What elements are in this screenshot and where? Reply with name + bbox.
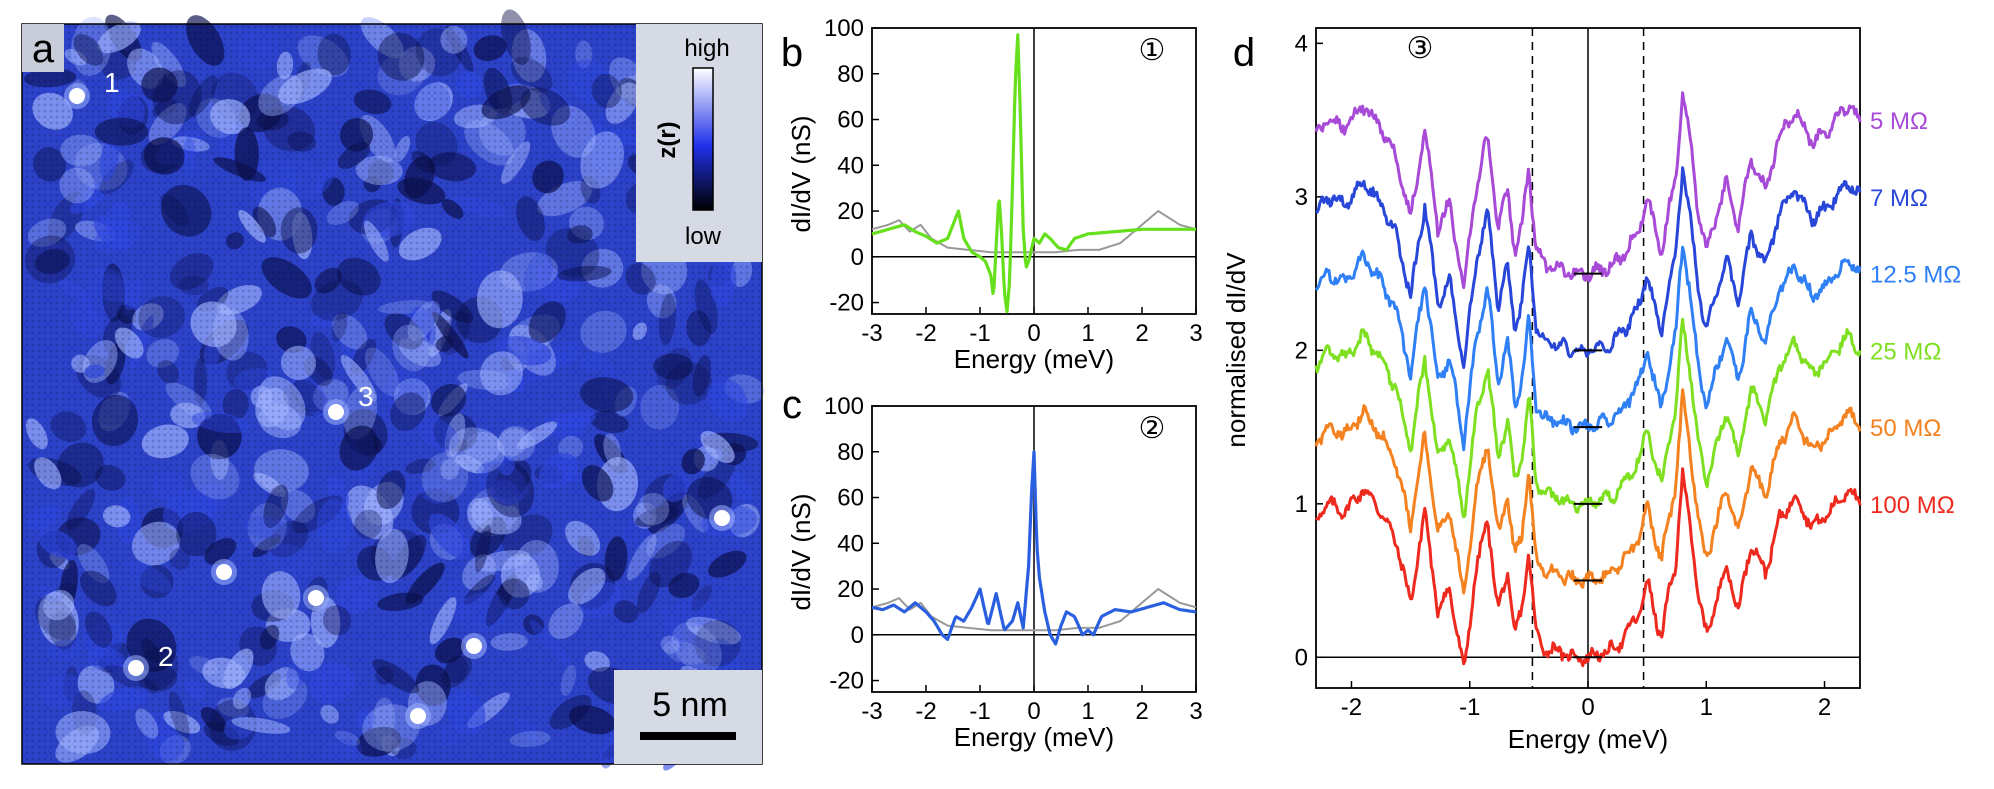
panel-c: c ② Energy (meV) dI/dV (nS) -3 -2 -1 0 1 2 3 -2…	[782, 383, 1203, 752]
y-tick-label: 0	[851, 244, 864, 271]
x-tick-label: -1	[1459, 694, 1480, 721]
scalebar-inset: 5 nm	[614, 670, 762, 764]
y-tick-label: 3	[1295, 184, 1308, 211]
y-tick-label: -20	[829, 668, 864, 695]
adsorbate	[216, 564, 232, 580]
series-line	[1315, 166, 1862, 369]
x-tick-label: -2	[915, 698, 936, 725]
y-tick-label: 40	[837, 152, 864, 179]
colorbar-high-label: high	[684, 35, 729, 62]
adsorbate	[328, 404, 344, 420]
x-tick-label: -2	[915, 320, 936, 347]
panel-d-xlabel: Energy (meV)	[1508, 724, 1668, 754]
series-line	[1314, 317, 1862, 519]
y-tick-label: 60	[837, 485, 864, 512]
y-tick-label: 80	[837, 61, 864, 88]
panel-c-ylabel: dI/dV (nS)	[786, 493, 816, 610]
panel-d-badge: ③	[1407, 32, 1434, 65]
adsorbate	[714, 510, 730, 526]
series-label: 25 MΩ	[1870, 338, 1941, 365]
y-tick-label: 20	[837, 198, 864, 225]
y-tick-label: 0	[1295, 644, 1308, 671]
panel-c-badge: ②	[1139, 412, 1166, 445]
series-label: 50 MΩ	[1870, 415, 1941, 442]
series-line	[871, 210, 1197, 254]
y-tick-label: 0	[851, 622, 864, 649]
x-tick-label: 0	[1581, 694, 1594, 721]
panel-d: d ③ Energy (meV) normalised dI/dV -2 -1 0 1…	[1221, 27, 1961, 754]
y-tick-label: -20	[829, 290, 864, 317]
topograph-frame	[21, 23, 763, 765]
series-label: 12.5 MΩ	[1870, 262, 1961, 289]
panel-b-badge: ①	[1139, 34, 1166, 67]
adsorbate	[128, 660, 144, 676]
colorbar	[692, 67, 714, 211]
y-tick-label: 2	[1295, 337, 1308, 364]
panel-a: a 1 2 3 high z(r) low 5 nm	[21, 9, 765, 771]
panel-b-ylabel: dI/dV (nS)	[786, 115, 816, 232]
x-tick-label: -3	[861, 320, 882, 347]
panel-d-ylabel: normalised dI/dV	[1221, 252, 1251, 448]
adsorbates	[64, 83, 735, 729]
panel-a-label: a	[32, 27, 55, 71]
panel-a-label-box	[22, 24, 64, 72]
adsorbate	[308, 590, 324, 606]
x-tick-label: 1	[1081, 698, 1094, 725]
colorbar-title: z(r)	[654, 121, 681, 158]
panel-c-xlabel: Energy (meV)	[954, 722, 1114, 752]
series-line	[871, 450, 1197, 646]
colorbar-inset: high z(r) low	[636, 24, 762, 262]
y-tick-label: 100	[824, 393, 864, 420]
panel-d-label: d	[1233, 31, 1255, 75]
panel-b-xlabel: Energy (meV)	[954, 344, 1114, 374]
series-label: 7 MΩ	[1870, 185, 1928, 212]
x-tick-label: 0	[1027, 320, 1040, 347]
marker-2: 2	[158, 641, 174, 672]
marker-3: 3	[358, 381, 374, 412]
y-tick-label: 60	[837, 107, 864, 134]
x-tick-label: -3	[861, 698, 882, 725]
x-tick-label: 2	[1135, 320, 1148, 347]
series-line	[871, 33, 1197, 314]
series-line	[1315, 467, 1862, 668]
colorbar-low-label: low	[685, 223, 722, 250]
x-tick-label: 3	[1189, 320, 1202, 347]
series-line	[1314, 245, 1862, 452]
scalebar-background	[614, 670, 762, 764]
series-label: 100 MΩ	[1870, 492, 1955, 519]
y-tick-label: 100	[824, 15, 864, 42]
panel-b-label: b	[781, 31, 803, 75]
x-tick-label: -1	[969, 698, 990, 725]
y-tick-label: 4	[1295, 30, 1308, 57]
series-line	[871, 588, 1197, 632]
x-tick-label: 1	[1081, 320, 1094, 347]
x-tick-label: 1	[1700, 694, 1713, 721]
series-label: 5 MΩ	[1870, 108, 1928, 135]
x-tick-label: -1	[969, 320, 990, 347]
x-tick-label: 0	[1027, 698, 1040, 725]
adsorbate	[410, 708, 426, 724]
y-tick-label: 80	[837, 439, 864, 466]
x-tick-label: 2	[1135, 698, 1148, 725]
x-tick-label: -2	[1341, 694, 1362, 721]
panel-c-label: c	[782, 383, 802, 427]
x-tick-label: 2	[1818, 694, 1831, 721]
panel-b: b ① Energy (meV) dI/dV (nS) -3 -2 -1 0 1 2 3 -2…	[781, 15, 1203, 374]
y-tick-label: 20	[837, 576, 864, 603]
adsorbate	[69, 88, 85, 104]
y-tick-label: 1	[1295, 491, 1308, 518]
x-tick-label: 3	[1189, 698, 1202, 725]
y-tick-label: 40	[837, 530, 864, 557]
adsorbate	[466, 638, 482, 654]
scalebar-label: 5 nm	[652, 686, 728, 724]
marker-1: 1	[104, 67, 120, 98]
series-line	[1314, 91, 1862, 290]
scalebar	[640, 732, 736, 740]
